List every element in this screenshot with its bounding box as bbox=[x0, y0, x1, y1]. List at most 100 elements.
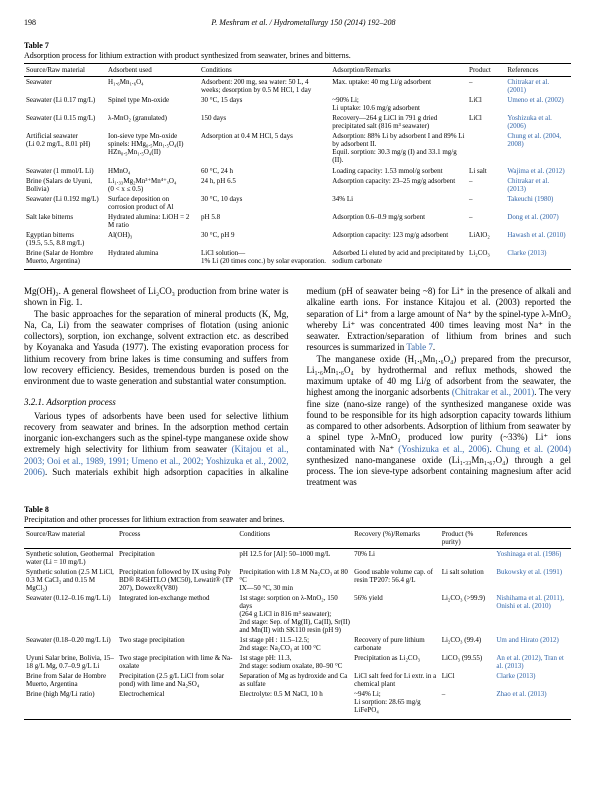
table-cell: Seawater bbox=[24, 77, 106, 96]
table-cell: Wajima et al. (2012) bbox=[505, 166, 571, 176]
table7-label: Table 7 bbox=[24, 41, 49, 50]
table-row: Seawater (Li 0.192 mg/L)Surface depositi… bbox=[24, 194, 571, 212]
table-cell: 1st stage pH : 11.5–12.5;2nd stage: Na₂C… bbox=[237, 635, 352, 653]
table-cell: Max. uptake: 40 mg Li/g adsorbent bbox=[330, 77, 467, 96]
table-cell: Electrolyte: 0.5 M NaCl, 10 h bbox=[237, 689, 352, 719]
table-row: Artificial seawater(Li 0.2 mg/L, 8.01 pH… bbox=[24, 131, 571, 165]
table-cell: Adsorption at 0.4 M HCl, 5 days bbox=[199, 131, 330, 165]
table-cell: Synthetic solution, Geothermal water (Li… bbox=[24, 548, 117, 567]
table-cell: HMnO₄ bbox=[106, 166, 199, 176]
table-cell: Recovery—264 g LiCl in 791 g dried preci… bbox=[330, 113, 467, 131]
table-cell: Loading capacity: 1.53 mmol/g sorbent bbox=[330, 166, 467, 176]
table-cell: LiCl solution—1% Li (20 times conc.) by … bbox=[199, 248, 330, 270]
table-cell: Bukowsky et al. (1991) bbox=[494, 567, 571, 593]
table-cell: 24 h, pH 6.5 bbox=[199, 176, 330, 194]
para-1: Mg(OH)₂. A general flowsheet of Li₂CO₃ p… bbox=[24, 286, 289, 309]
table-cell: Recovery of pure lithium carbonate bbox=[352, 635, 440, 653]
table-cell: Li₂CO₃ (>99.9) bbox=[440, 593, 495, 635]
table-cell: 34% Li bbox=[330, 194, 467, 212]
subheading: 3.2.1. Adsorption process bbox=[24, 397, 289, 408]
table-cell: Brine from Salar de Hombre Muerto, Argen… bbox=[24, 671, 117, 689]
table-cell: 30 °C, 15 days bbox=[199, 95, 330, 113]
table-cell: – bbox=[467, 194, 505, 212]
table-cell: Yoshinaga et al. (1986) bbox=[494, 548, 571, 567]
table-cell: LiCO₃ (99.55) bbox=[440, 653, 495, 671]
table-cell: Seawater (Li 0.192 mg/L) bbox=[24, 194, 106, 212]
column-header: Recovery (%)/Remarks bbox=[352, 527, 440, 548]
column-header: Conditions bbox=[199, 64, 330, 77]
table-row: Seawater (1 mmol/L Li)HMnO₄60 °C, 24 hLo… bbox=[24, 166, 571, 176]
table-cell: Precipitation (2.5 g/L LiCl from solar p… bbox=[117, 671, 237, 689]
table-row: SeawaterH₁.₆Mn₁.₆O₄Adsorbent: 200 mg, se… bbox=[24, 77, 571, 96]
table-cell: 1st stage: sorption on λ-MnO₂, 150 days(… bbox=[237, 593, 352, 635]
table-cell: Two stage precipitation bbox=[117, 635, 237, 653]
table-cell: Spinel type Mn-oxide bbox=[106, 95, 199, 113]
table-7: Table 7 Adsorption process for lithium e… bbox=[24, 41, 571, 270]
table-cell: – bbox=[440, 689, 495, 719]
table-cell: Seawater (Li 0.15 mg/L) bbox=[24, 113, 106, 131]
table-row: Seawater (0.18–0.20 mg/L Li)Two stage pr… bbox=[24, 635, 571, 653]
table-cell: Zhao et al. (2013) bbox=[494, 689, 571, 719]
table-cell: Seawater (0.18–0.20 mg/L Li) bbox=[24, 635, 117, 653]
table-cell: LiCl bbox=[467, 95, 505, 113]
table-cell: Chitrakar et al. (2001) bbox=[505, 77, 571, 96]
table-cell: Ion-sieve type Mn-oxide spinels: HMg₀.₅M… bbox=[106, 131, 199, 165]
table-cell: Adsorbent: 200 mg, sea water: 50 L, 4 we… bbox=[199, 77, 330, 96]
table-cell: 70% Li bbox=[352, 548, 440, 567]
table-cell: Adsorption capacity: 23–25 mg/g adsorben… bbox=[330, 176, 467, 194]
page-number: 198 bbox=[24, 18, 36, 27]
table-row: Egyptian bitterns(19.5, 5.5, 8.8 mg/L)Al… bbox=[24, 230, 571, 248]
running-title: P. Meshram et al. / Hydrometallurgy 150 … bbox=[211, 18, 395, 27]
table-cell: Chitrakar et al. (2013) bbox=[505, 176, 571, 194]
table-cell: Salt lake bitterns bbox=[24, 212, 106, 230]
table-cell: LiCl bbox=[440, 671, 495, 689]
table-cell: Seawater (1 mmol/L Li) bbox=[24, 166, 106, 176]
table-cell: Yoshizuka et al. (2006) bbox=[505, 113, 571, 131]
table-cell: Li₁.₃₃Mg₂Mn³⁺Mn⁴⁺ₓO₄(0 < x ≤ 0.5) bbox=[106, 176, 199, 194]
table-cell: Two stage precipitation with lime & Na-o… bbox=[117, 653, 237, 671]
table-cell: H₁.₆Mn₁.₆O₄ bbox=[106, 77, 199, 96]
table-cell: Good usable volume cap. of resin TP207: … bbox=[352, 567, 440, 593]
table-row: Brine (high Mg/Li ratio)ElectrochemicalE… bbox=[24, 689, 571, 719]
table-cell bbox=[467, 131, 505, 165]
table-cell: Seawater (0.12–0.16 mg/L Li) bbox=[24, 593, 117, 635]
table-cell: LiAlO₂ bbox=[467, 230, 505, 248]
table-cell: Al(OH)₃ bbox=[106, 230, 199, 248]
table-cell: Precipitation with 1.8 M Na₂CO₃ at 80 °C… bbox=[237, 567, 352, 593]
table-cell: Dong et al. (2007) bbox=[505, 212, 571, 230]
table-cell: Um and Hirato (2012) bbox=[494, 635, 571, 653]
table-cell: LiCl salt feed for Li extr. in a chemica… bbox=[352, 671, 440, 689]
table-cell: Adsorbed Li eluted by acid and precipita… bbox=[330, 248, 467, 270]
para-5: The manganese oxide (H₁.₆Mn₁.₆O₄) prepar… bbox=[307, 354, 572, 489]
table-cell: Li salt bbox=[467, 166, 505, 176]
table-cell: Integrated ion-exchange method bbox=[117, 593, 237, 635]
column-header: Adsorbent used bbox=[106, 64, 199, 77]
column-header: Product (% purity) bbox=[440, 527, 495, 548]
table-cell: Hydrated alumina bbox=[106, 248, 199, 270]
table-cell: Clarke (2013) bbox=[494, 671, 571, 689]
table-row: Brine from Salar de Hombre Muerto, Argen… bbox=[24, 671, 571, 689]
table-cell: Adsorption: 88% Li by adsorbent I and 89… bbox=[330, 131, 467, 165]
table-cell: 30 °C, pH 9 bbox=[199, 230, 330, 248]
table-cell: 56% yield bbox=[352, 593, 440, 635]
table-row: Brine (Salar de Hombre Muerto, Argentina… bbox=[24, 248, 571, 270]
table-cell: Li₂CO₃ bbox=[467, 248, 505, 270]
table8-desc: Precipitation and other processes for li… bbox=[24, 515, 571, 524]
para-2: The basic approaches for the separation … bbox=[24, 309, 289, 388]
table-cell: Brine (Salar de Hombre Muerto, Argentina… bbox=[24, 248, 106, 270]
table-cell: Surface deposition on corrosion product … bbox=[106, 194, 199, 212]
table-cell: ~94% Li;Li sorption: 28.65 mg/g LiFePO₄ bbox=[352, 689, 440, 719]
table-cell: Li₂CO₃ (99.4) bbox=[440, 635, 495, 653]
table-cell: Electrochemical bbox=[117, 689, 237, 719]
table-cell: Clarke (2013) bbox=[505, 248, 571, 270]
table-cell: – bbox=[467, 77, 505, 96]
table-cell: 60 °C, 24 h bbox=[199, 166, 330, 176]
table-cell: pH 5.8 bbox=[199, 212, 330, 230]
table-row: Seawater (Li 0.15 mg/L)λ-MnO₂ (granulate… bbox=[24, 113, 571, 131]
table-cell: Uyuni Salar brine, Bolivia, 15–18 g/L Mg… bbox=[24, 653, 117, 671]
table-cell: Separation of Mg as hydroxide and Ca as … bbox=[237, 671, 352, 689]
table-cell: pH 12.5 for [Al]: 50–1000 mg/L bbox=[237, 548, 352, 567]
column-header: References bbox=[505, 64, 571, 77]
table-cell: Synthetic solution (2.5 M LiCl, 0.3 M Ca… bbox=[24, 567, 117, 593]
column-header: Conditions bbox=[237, 527, 352, 548]
